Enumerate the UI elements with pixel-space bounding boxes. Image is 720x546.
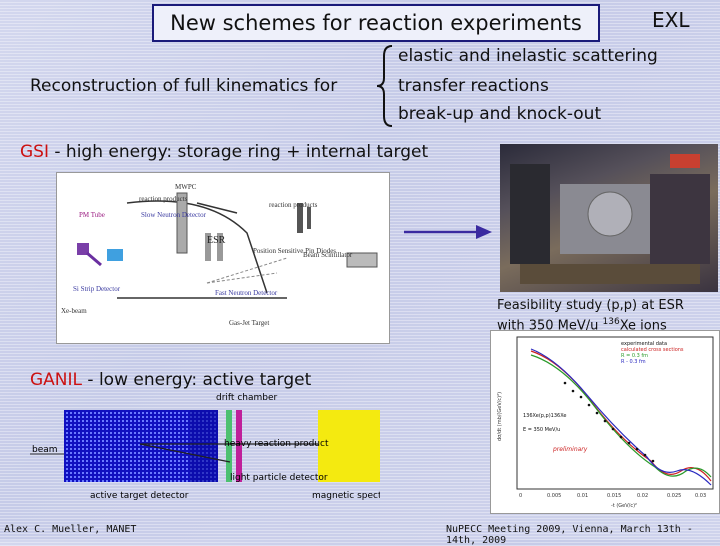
reconstruction-label: Reconstruction of full kinematics for xyxy=(30,76,338,96)
x-axis-label: -t (GeV/c)² xyxy=(611,503,637,509)
arrow-right-icon xyxy=(404,225,492,239)
feasibility-caption: Feasibility study (p,p) at ESR with 350 … xyxy=(497,297,684,334)
reaction-label: 136Xe(p,p)136Xe xyxy=(523,413,566,419)
y-axis-label: dσ/dt (mb/(GeV/c)²) xyxy=(497,392,503,441)
footer-meeting: NuPECC Meeting 2009, Vienna, March 13th … xyxy=(446,524,693,546)
fast-neutron-label: Fast Neutron Detector xyxy=(215,289,278,297)
feasibility-sup: 136 xyxy=(602,317,620,327)
xtick-4: 0.02 xyxy=(637,493,648,499)
feasibility-line2-post: Xe ions xyxy=(619,318,667,334)
xe-beam-label: Xe-beam xyxy=(61,307,87,315)
legend-data: experimental data xyxy=(621,341,667,347)
ganil-description: - low energy: active target xyxy=(82,370,312,390)
xtick-1: 0.005 xyxy=(547,493,561,499)
si-strip-label: Si Strip Detector xyxy=(73,285,121,293)
xtick-3: 0.015 xyxy=(607,493,621,499)
topic-elastic: elastic and inelastic scattering xyxy=(398,46,658,66)
ganil-heading: GANIL - low energy: active target xyxy=(30,370,311,390)
footer-author: Alex C. Mueller, MANET xyxy=(4,524,137,535)
experiment-photo-svg xyxy=(510,154,710,284)
preliminary-label: preliminary xyxy=(552,446,588,453)
topic-breakup: break-up and knock-out xyxy=(398,104,602,124)
position-sensitive-label: Position Sensitive Pin Diodes xyxy=(253,247,336,255)
gsi-name: GSI xyxy=(20,142,49,162)
active-target-schematic: drift chamber beam heavy reaction produc… xyxy=(30,392,399,512)
energy-label: E = 350 MeV/u xyxy=(523,427,560,433)
esr-label: ESR xyxy=(207,235,226,246)
legend-rminus: R - 0.3 fm xyxy=(621,359,646,365)
exl-label: EXL xyxy=(652,8,690,32)
slow-neutron-detector-label: Slow Neutron Detector xyxy=(141,211,207,219)
legend-rplus: R = 0.3 fm xyxy=(621,353,648,359)
feasibility-line1: Feasibility study (p,p) at ESR xyxy=(497,298,684,313)
heavy-product-label: heavy reaction product xyxy=(224,439,329,449)
gsi-description: - high energy: storage ring + internal t… xyxy=(48,142,429,162)
xtick-6: 0.03 xyxy=(695,493,706,499)
gas-jet-label: Gas-Jet Target xyxy=(229,319,269,327)
cross-section-plot: experimental data calculated cross secti… xyxy=(490,330,720,514)
drift-chamber-label: drift chamber xyxy=(216,393,277,403)
feasibility-line2-pre: with 350 MeV/u xyxy=(497,318,603,334)
magnetic-spectrom-label: magnetic spectrom xyxy=(312,491,380,501)
slide-title: New schemes for reaction experiments xyxy=(152,4,600,42)
active-target-svg: drift chamber beam heavy reaction produc… xyxy=(30,393,399,501)
beam-scintillator-label: Beam Scintillator xyxy=(303,251,353,259)
xtick-2: 0.01 xyxy=(577,493,588,499)
experiment-photo xyxy=(500,144,718,292)
legend-calc: calculated cross sections xyxy=(621,347,684,353)
ganil-name: GANIL xyxy=(30,370,83,390)
beam-label: beam xyxy=(32,445,58,455)
light-detector-label: light particle detector xyxy=(230,473,328,483)
feasibility-line2: with 350 MeV/u 136Xe ions xyxy=(497,314,684,334)
esr-diagram-svg: PM Tube reaction products Slow Neutron D… xyxy=(61,183,378,327)
mwpc-label: MWPC xyxy=(175,183,197,191)
cross-section-svg: experimental data calculated cross secti… xyxy=(497,336,714,509)
reaction-products-label: reaction products xyxy=(139,195,188,203)
active-target-detector-label: active target detector xyxy=(90,491,189,501)
pm-tube-label: PM Tube xyxy=(79,211,105,219)
reaction-products-right-label: reaction products xyxy=(269,201,318,209)
curly-brace-icon xyxy=(376,45,393,127)
gsi-heading: GSI - high energy: storage ring + intern… xyxy=(20,142,428,162)
esr-schematic: PM Tube reaction products Slow Neutron D… xyxy=(56,172,390,344)
topic-transfer: transfer reactions xyxy=(398,76,549,96)
xtick-5: 0.025 xyxy=(667,493,681,499)
xtick-0: 0 xyxy=(519,493,522,499)
